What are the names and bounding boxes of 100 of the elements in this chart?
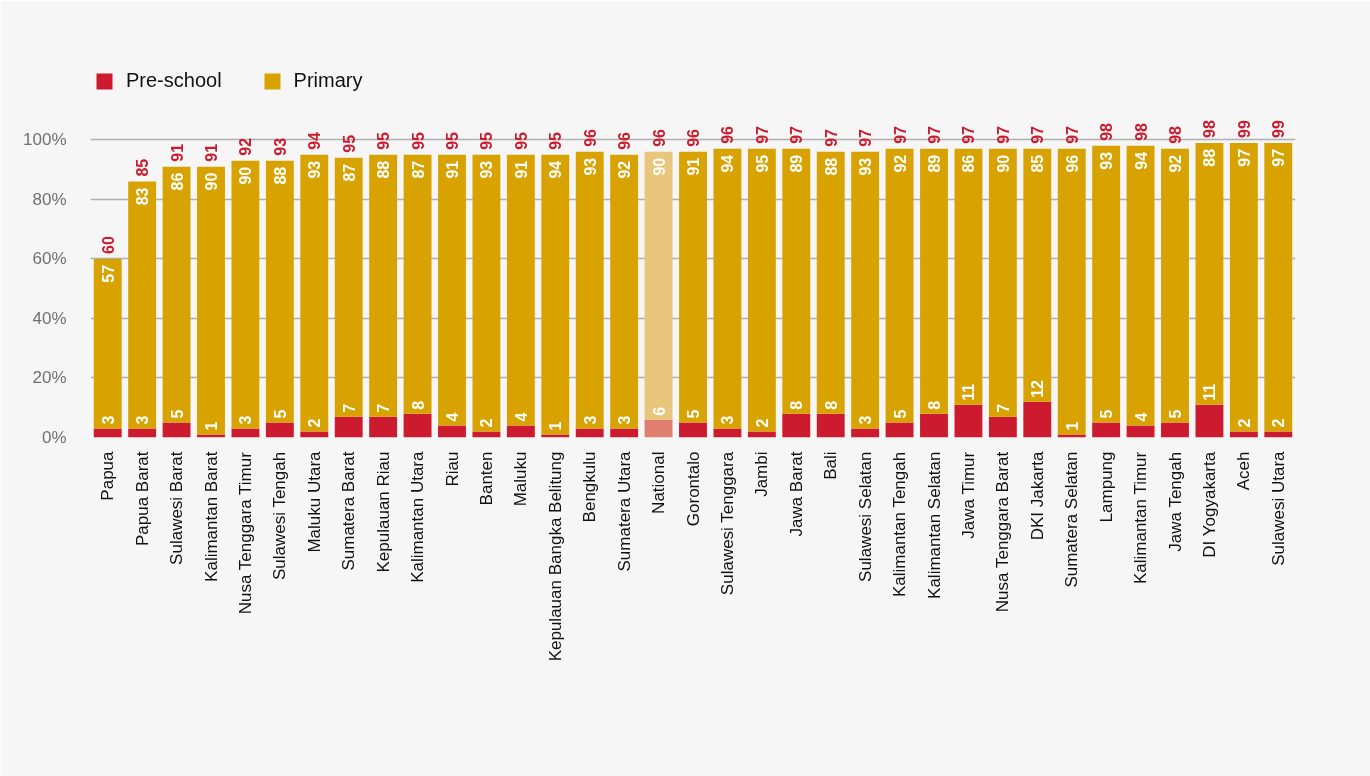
bar	[93, 428, 122, 438]
x-tick-label: Sulawesi Tenggara	[717, 451, 737, 596]
total-label: 95	[340, 134, 358, 153]
bar	[403, 413, 432, 438]
total-label: 97	[753, 125, 771, 144]
data-label: 92	[1167, 154, 1184, 173]
bar	[851, 428, 880, 438]
bar	[162, 422, 191, 438]
data-label: 4	[444, 412, 461, 422]
data-label: 93	[857, 157, 875, 176]
bar	[816, 413, 845, 438]
total-label: 97	[891, 125, 909, 144]
y-tick-label: 20%	[32, 368, 67, 388]
bar	[541, 154, 570, 435]
total-label: 96	[581, 128, 599, 147]
total-label: 97	[994, 125, 1012, 144]
x-tick-label: Papua	[98, 450, 118, 501]
bar	[954, 148, 983, 405]
bar	[988, 148, 1017, 417]
bar	[713, 148, 742, 429]
data-label: 88	[271, 166, 289, 185]
total-label: 95	[547, 131, 565, 150]
data-label: 8	[822, 400, 840, 410]
data-label: 90	[650, 157, 668, 176]
bar	[816, 151, 845, 414]
x-tick-label: Bengkulu	[580, 451, 600, 523]
total-label: 96	[685, 128, 702, 147]
data-label: 5	[168, 409, 186, 419]
data-label: 87	[409, 160, 427, 179]
total-label: 93	[271, 137, 289, 156]
bar	[162, 166, 191, 423]
x-tick-label: Banten	[476, 451, 496, 506]
bar	[265, 160, 294, 423]
data-label: 3	[99, 415, 117, 425]
bar	[506, 154, 535, 426]
bar	[128, 181, 157, 429]
x-tick-label: Kalimantan Tengah	[890, 451, 910, 598]
data-label: 4	[1132, 412, 1150, 422]
data-label: 93	[306, 160, 324, 179]
bar	[1057, 148, 1086, 435]
data-label: 92	[891, 154, 909, 173]
data-label: 83	[134, 187, 152, 206]
data-label: 88	[822, 157, 840, 176]
data-label: 2	[478, 418, 496, 428]
x-tick-label: Papua Barat	[132, 451, 152, 547]
x-tick-label: Jawa Timur	[958, 451, 978, 539]
x-tick-label: Jawa Tengah	[1165, 451, 1185, 552]
data-label: 4	[512, 412, 530, 422]
total-label: 97	[788, 125, 806, 144]
data-label: 3	[857, 415, 875, 425]
data-label: 89	[788, 154, 806, 173]
bar	[506, 425, 535, 438]
legend-label: Pre-school	[126, 69, 222, 92]
x-tick-label: Aceh	[1234, 451, 1254, 491]
bar	[1126, 425, 1155, 438]
bar	[231, 428, 260, 438]
data-label: 8	[788, 400, 806, 410]
data-label: 7	[994, 403, 1012, 413]
data-label: 1	[203, 421, 220, 431]
bar	[265, 422, 294, 438]
data-label: 2	[753, 418, 771, 428]
data-label: 7	[340, 403, 358, 413]
bar	[197, 166, 225, 435]
data-label: 5	[891, 409, 909, 419]
data-label: 97	[1235, 148, 1253, 167]
y-tick-label: 60%	[32, 249, 67, 269]
bar	[747, 148, 776, 432]
total-label: 96	[650, 128, 668, 147]
data-label: 88	[1201, 148, 1219, 167]
data-label: 11	[1201, 383, 1219, 401]
total-label: 60	[99, 236, 117, 254]
bar	[369, 154, 398, 417]
bar	[1023, 148, 1052, 402]
bar	[920, 413, 948, 438]
x-tick-label: Kalimantan Utara	[408, 450, 428, 583]
data-label: 2	[306, 418, 324, 428]
total-label: 97	[1029, 125, 1047, 144]
bar	[782, 413, 811, 438]
data-label: 93	[581, 157, 599, 176]
total-label: 97	[926, 125, 943, 144]
x-tick-label: Nusa Tenggara Timur	[235, 451, 255, 615]
data-label: 92	[616, 160, 634, 179]
total-label: 97	[822, 128, 840, 147]
data-label: 90	[203, 172, 220, 191]
bar	[885, 148, 914, 423]
bar	[472, 154, 501, 432]
bar	[1092, 422, 1121, 438]
bar	[231, 160, 260, 429]
data-label: 3	[237, 415, 255, 425]
data-label: 95	[753, 154, 771, 173]
x-tick-label: Jawa Barat	[786, 451, 806, 537]
total-label: 92	[237, 137, 255, 156]
x-tick-label: Riau	[442, 451, 462, 487]
total-label: 97	[960, 125, 978, 144]
bar	[644, 419, 673, 438]
x-tick-label: Sulawesi Barat	[167, 451, 187, 565]
total-label: 98	[1098, 122, 1116, 141]
data-label: 7	[375, 403, 393, 413]
data-label: 1	[1063, 421, 1081, 431]
bar	[713, 428, 742, 438]
